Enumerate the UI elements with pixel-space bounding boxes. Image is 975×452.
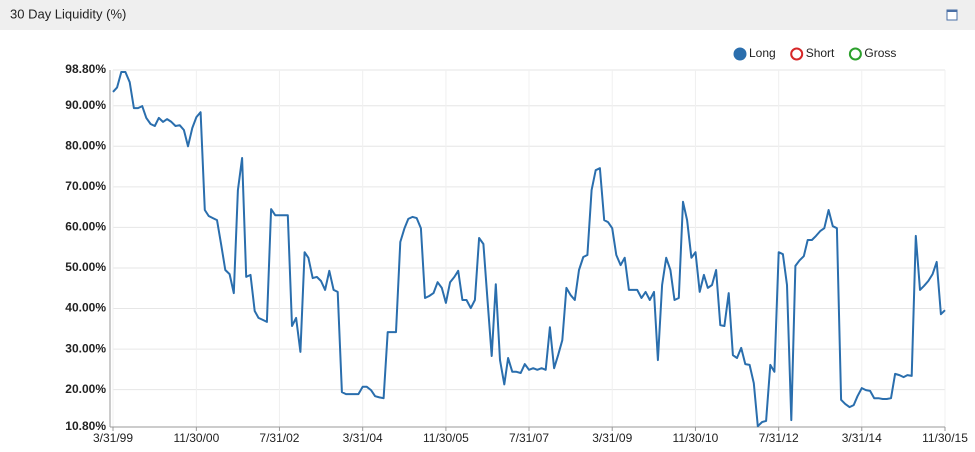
y-tick-label: 90.00% xyxy=(65,98,106,112)
legend-label[interactable]: Gross xyxy=(864,46,896,60)
legend-marker xyxy=(733,47,747,61)
panel-header xyxy=(0,0,975,30)
x-tick-label: 3/31/99 xyxy=(93,431,133,445)
x-tick-label: 3/31/14 xyxy=(842,431,882,445)
x-tick-label: 11/30/00 xyxy=(173,431,219,445)
panel-title: 30 Day Liquidity (%) xyxy=(10,6,126,21)
x-tick-label: 7/31/12 xyxy=(759,431,799,445)
y-tick-label: 20.00% xyxy=(65,382,106,396)
legend-label[interactable]: Short xyxy=(806,46,835,60)
legend-label[interactable]: Long xyxy=(749,46,776,60)
y-tick-label: 30.00% xyxy=(65,341,106,355)
maximize-icon[interactable] xyxy=(946,9,958,21)
x-tick-label: 11/30/15 xyxy=(922,431,968,445)
y-tick-label: 98.80% xyxy=(65,62,106,76)
y-tick-label: 70.00% xyxy=(65,179,106,193)
y-tick-label: 10.80% xyxy=(65,419,106,433)
series-line xyxy=(112,71,946,428)
y-tick-label: 50.00% xyxy=(65,260,106,274)
legend-marker xyxy=(848,47,862,61)
x-tick-label: 7/31/07 xyxy=(509,431,549,445)
x-tick-label: 7/31/02 xyxy=(259,431,299,445)
x-tick-label: 3/31/04 xyxy=(343,431,383,445)
x-tick-label: 3/31/09 xyxy=(592,431,632,445)
y-tick-label: 40.00% xyxy=(65,301,106,315)
x-tick-label: 11/30/10 xyxy=(673,431,719,445)
legend-marker xyxy=(790,47,804,61)
x-tick-label: 11/30/05 xyxy=(423,431,469,445)
y-tick-label: 80.00% xyxy=(65,138,106,152)
y-tick-label: 60.00% xyxy=(65,220,106,234)
